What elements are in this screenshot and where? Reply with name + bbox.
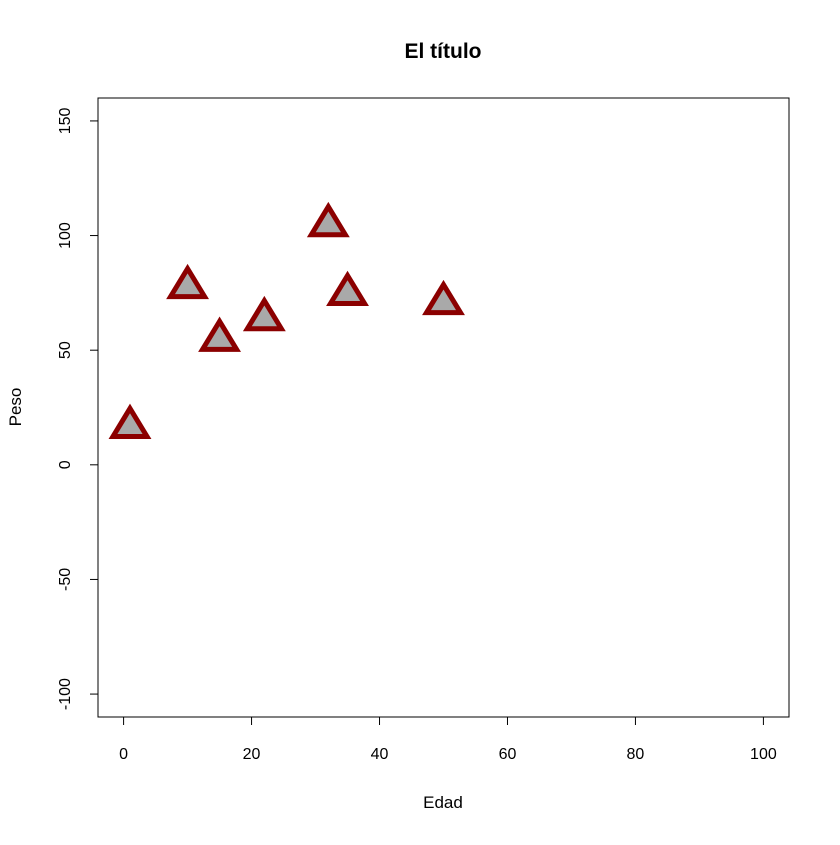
x-axis-title: Edad: [423, 793, 463, 812]
plot-frame: [97, 97, 790, 718]
data-point-triangle: [422, 279, 465, 316]
x-tick-label: 20: [243, 746, 261, 763]
x-axis: 0 20 40 60 80 100: [119, 716, 777, 763]
chart-title: El título: [405, 40, 482, 63]
data-point-triangle: [326, 270, 369, 307]
data-point-triangle: [306, 201, 350, 238]
data-points: [108, 201, 465, 439]
x-tick-label: 100: [750, 746, 777, 763]
y-tick-label: 150: [57, 107, 74, 134]
y-axis: -100 -50 0 50 100 150: [57, 107, 99, 710]
y-axis-title: Peso: [6, 388, 25, 427]
x-tick-label: 60: [499, 746, 517, 763]
data-point-triangle: [166, 263, 210, 300]
y-tick-label: 0: [57, 460, 74, 469]
y-tick-label: 50: [57, 341, 74, 359]
y-tick-label: -50: [57, 568, 74, 591]
y-tick-label: 100: [57, 222, 74, 249]
x-tick-label: 80: [627, 746, 645, 763]
data-point-triangle: [108, 403, 152, 439]
y-tick-label: -100: [57, 678, 74, 710]
x-tick-label: 0: [119, 746, 128, 763]
x-tick-label: 40: [371, 746, 389, 763]
data-point-triangle: [198, 316, 242, 352]
data-point-triangle: [242, 295, 286, 332]
